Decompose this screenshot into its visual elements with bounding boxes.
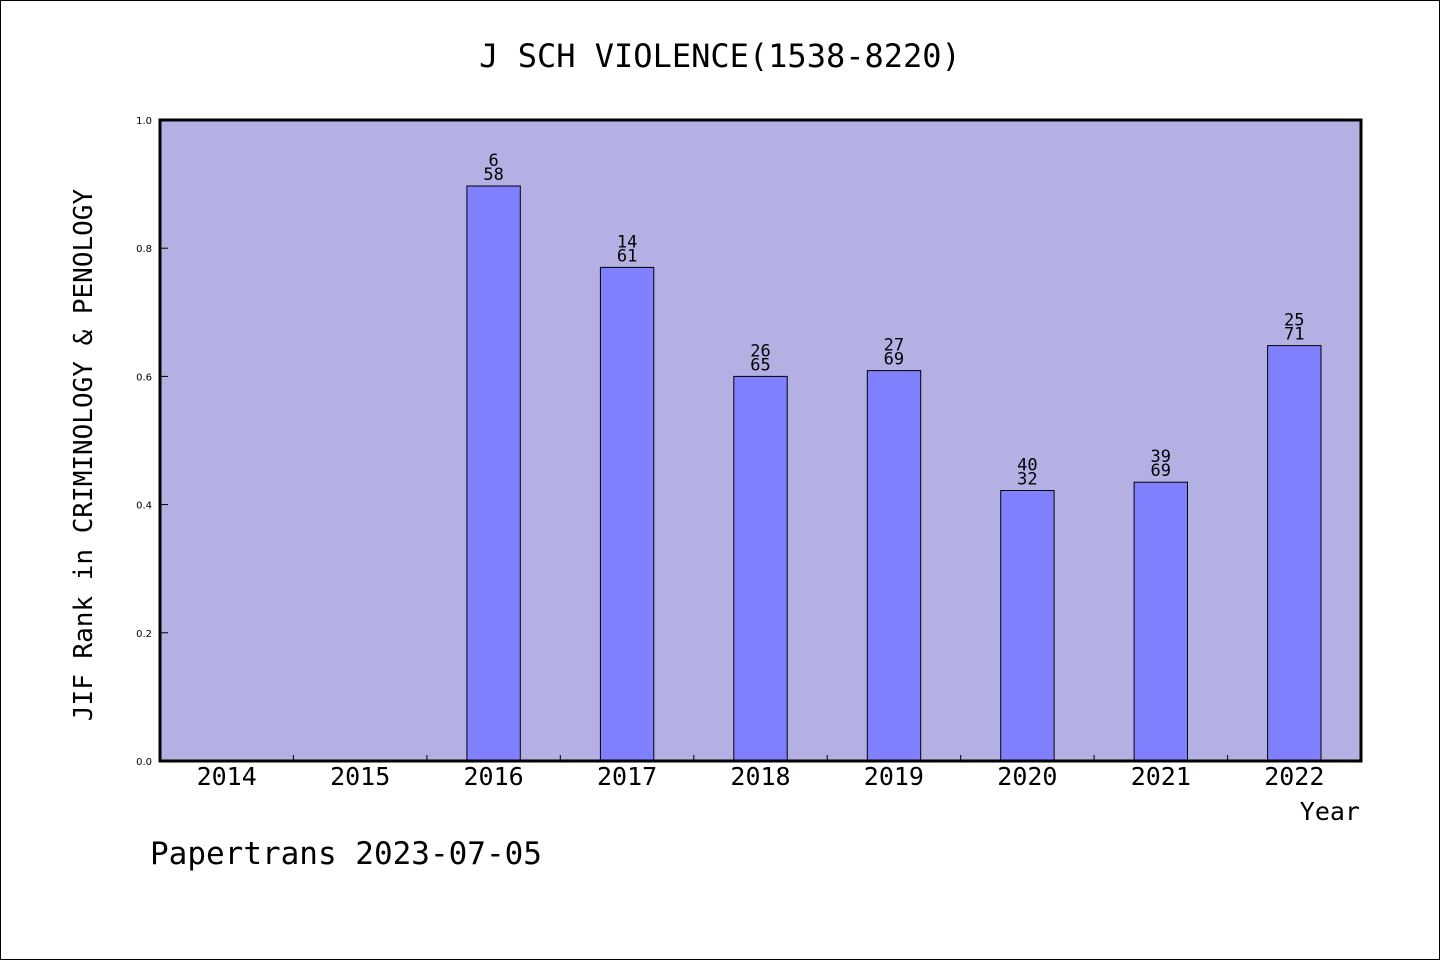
bar-label-total-2018: 65 [750,355,770,375]
bar-2021 [1133,481,1188,762]
bar-label-rank-2020: 40 [1017,456,1037,476]
bar-label-total-2019: 69 [884,350,904,370]
bar-label-rank-2016: 6 [488,151,498,171]
bar-2019 [866,370,922,762]
y-axis-label: JIF Rank in CRIMINOLOGY & PENOLOGY [69,189,99,722]
y-tick-label: 0.4 [136,501,152,512]
x-tick-label-2020: 2020 [997,762,1057,791]
bar-2016 [466,185,521,762]
x-tick-label-2022: 2022 [1264,762,1324,791]
bar-label-rank-2021: 39 [1151,447,1171,467]
chart-title: J SCH VIOLENCE(1538-8220) [479,37,961,75]
plot-border [158,118,1363,763]
y-tick-label: 0.6 [136,372,152,383]
y-tick-label: 1.0 [136,116,152,127]
bar-label-rank-2017: 14 [617,232,637,252]
bar-2017 [599,266,655,762]
bar-label-total-2020: 32 [1017,470,1037,490]
x-tick-label-2016: 2016 [463,762,523,791]
bar-label-total-2021: 69 [1151,461,1171,481]
x-tick-label-2017: 2017 [597,762,657,791]
bar-label-total-2022: 71 [1284,325,1304,345]
footer-credit: Papertrans 2023-07-05 [150,836,542,872]
bar-label-total-2017: 61 [617,246,637,266]
y-tick-label: 0.2 [136,629,152,640]
bars-layer [466,185,1322,762]
x-axis-label: Year [1300,797,1360,826]
bar-label-total-2016: 58 [483,165,503,185]
bar-2022 [1267,345,1322,762]
y-tick-label: 0.8 [136,244,152,255]
y-tick-label: 0.0 [136,757,152,768]
bar-2020 [1000,490,1055,762]
bar-label-rank-2018: 26 [750,341,770,361]
x-tick-label-2018: 2018 [730,762,790,791]
x-tick-label-2019: 2019 [864,762,924,791]
axis-layer: 2014 2015 2016 2017 2018 2019 2020 2021 2022 0.0 0… [136,116,1324,791]
bar-2018 [733,375,788,762]
x-tick-label-2014: 2014 [197,762,257,791]
bar-label-rank-2022: 25 [1284,311,1304,331]
bar-label-rank-2019: 27 [884,336,904,356]
x-tick-label-2015: 2015 [330,762,390,791]
x-tick-label-2021: 2021 [1131,762,1191,791]
